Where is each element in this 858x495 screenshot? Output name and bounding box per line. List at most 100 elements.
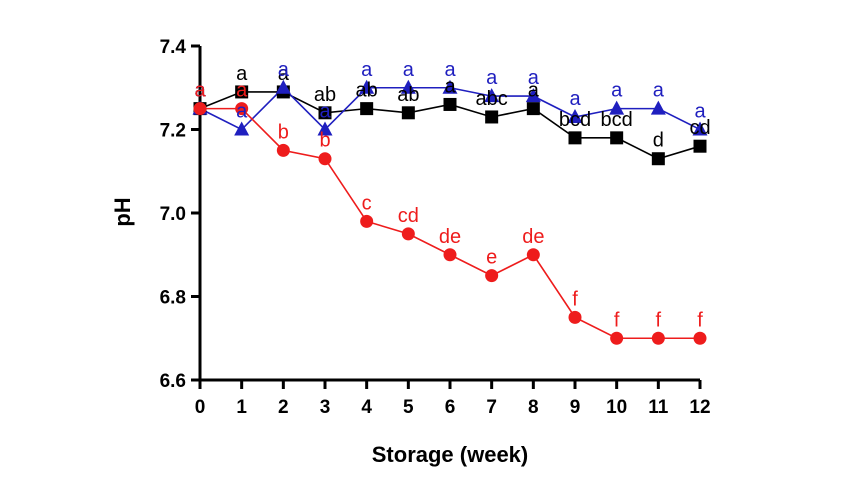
data-point-triangle xyxy=(400,79,416,94)
significance-label: a xyxy=(278,59,290,81)
data-point-circle xyxy=(193,102,207,116)
x-tick-label: 6 xyxy=(445,397,456,418)
x-tick-label: 3 xyxy=(320,397,331,418)
significance-label: a xyxy=(403,59,415,81)
y-tick-label: 7.0 xyxy=(160,204,186,225)
x-axis-title: Storage (week) xyxy=(372,442,529,467)
x-tick-label: 12 xyxy=(689,397,710,418)
significance-label: e xyxy=(486,247,497,269)
y-tick-label: 7.2 xyxy=(160,121,186,142)
significance-label: a xyxy=(319,101,331,123)
x-tick-label: 2 xyxy=(278,397,289,418)
data-point-triangle xyxy=(317,121,333,136)
data-point-circle xyxy=(276,143,290,157)
data-point-circle xyxy=(610,331,624,345)
data-point-circle xyxy=(235,102,249,116)
data-point-triangle xyxy=(234,121,250,136)
significance-label: bcd xyxy=(559,109,591,131)
data-point-triangle xyxy=(484,88,500,103)
series-line-circle xyxy=(200,107,700,340)
significance-label: f xyxy=(614,309,620,331)
significance-label: a xyxy=(194,80,206,102)
series xyxy=(192,79,708,345)
y-tick-label: 6.8 xyxy=(160,288,186,309)
significance-label: a xyxy=(569,88,581,110)
significance-label: b xyxy=(319,130,330,152)
data-point-circle xyxy=(651,331,665,345)
significance-label: de xyxy=(522,226,544,248)
significance-label: ab xyxy=(356,80,378,102)
data-point-square xyxy=(651,152,665,166)
data-point-square xyxy=(401,106,415,120)
significance-label: a xyxy=(486,67,498,89)
data-point-triangle xyxy=(567,108,583,123)
data-point-circle xyxy=(401,227,415,241)
significance-label: bcd xyxy=(601,109,633,131)
x-tick-label: 5 xyxy=(403,397,414,418)
x-tick-label: 0 xyxy=(195,397,206,418)
x-tick-label: 1 xyxy=(236,397,247,418)
x-tick-label: 11 xyxy=(648,397,669,418)
significance-label: a xyxy=(528,80,540,102)
data-point-triangle xyxy=(359,79,375,94)
significance-label: a xyxy=(444,75,456,97)
y-axis-title: pH xyxy=(110,197,135,226)
x-tick-label: 4 xyxy=(361,397,372,418)
data-point-circle xyxy=(360,214,374,228)
significance-label: f xyxy=(656,309,662,331)
significance-label: a xyxy=(444,59,456,81)
data-point-triangle xyxy=(609,100,625,115)
data-point-circle xyxy=(318,152,332,166)
x-tick-label: 10 xyxy=(606,397,627,418)
data-point-square xyxy=(485,110,499,124)
data-point-triangle xyxy=(442,79,458,94)
data-point-circle xyxy=(443,248,457,262)
significance-label: c xyxy=(362,192,372,214)
significance-label: a xyxy=(278,63,290,85)
significance-label: b xyxy=(278,121,289,143)
data-point-triangle xyxy=(692,121,708,136)
data-point-triangle xyxy=(650,100,666,115)
significance-label: a xyxy=(236,80,248,102)
ticks: 6.66.87.07.27.40 1 2 3 4 5 6 7 8 9 10 11 12 xyxy=(160,37,711,418)
significance-label: a xyxy=(528,67,540,89)
data-point-square xyxy=(443,97,457,111)
significance-label: a xyxy=(653,80,665,102)
significance-label: a xyxy=(694,101,706,123)
significance-label: a xyxy=(236,101,248,123)
significance-label: cd xyxy=(398,205,419,227)
data-point-circle xyxy=(526,248,540,262)
significance-label: a xyxy=(194,80,206,102)
significance-label: a xyxy=(194,80,206,102)
significance-label: f xyxy=(572,288,578,310)
data-point-triangle xyxy=(525,88,541,103)
significance-label: a xyxy=(361,59,373,81)
significance-label: ab xyxy=(397,84,419,106)
significance-label: ab xyxy=(314,84,336,106)
data-point-circle xyxy=(693,331,707,345)
x-tick-label: 7 xyxy=(486,397,497,418)
data-point-square xyxy=(318,106,332,120)
data-point-square xyxy=(235,85,249,99)
y-tick-label: 6.6 xyxy=(160,371,186,392)
data-point-square xyxy=(693,139,707,153)
y-tick-label: 7.4 xyxy=(160,37,187,58)
data-point-square xyxy=(526,102,540,116)
significance-label: abc xyxy=(476,88,508,110)
data-point-square xyxy=(568,131,582,145)
data-point-square xyxy=(360,102,374,116)
significance-label: f xyxy=(697,309,703,331)
significance-label: d xyxy=(653,130,664,152)
significance-label: de xyxy=(439,226,461,248)
data-point-circle xyxy=(485,269,499,283)
data-point-triangle xyxy=(275,79,291,94)
x-tick-label: 8 xyxy=(528,397,539,418)
data-point-square xyxy=(610,131,624,145)
significance-label: cd xyxy=(689,117,710,139)
significance-label: a xyxy=(611,80,623,102)
x-tick-label: 9 xyxy=(570,397,581,418)
significance-label: a xyxy=(236,63,248,85)
